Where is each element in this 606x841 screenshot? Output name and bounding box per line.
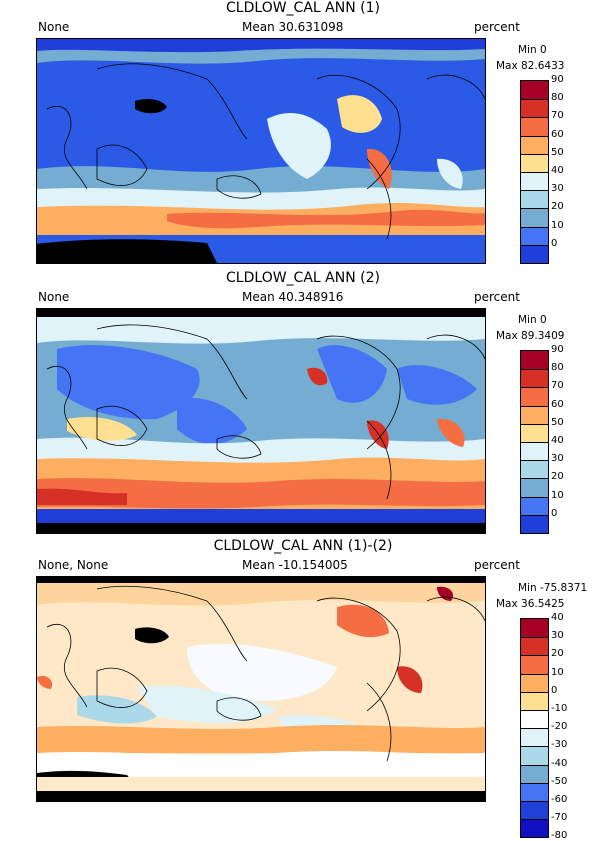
colorbar-segment (521, 369, 548, 388)
panel-units: percent (474, 290, 520, 304)
colorbar-tick-label: 10 (551, 666, 564, 678)
panel-min: Min 0 (518, 44, 547, 56)
colorbar-tick-label: -10 (551, 703, 568, 714)
colorbar-segment (521, 655, 548, 674)
panel-max: Max 89.3409 (496, 330, 565, 342)
colorbar-tick-label: 10 (551, 489, 564, 501)
colorbar-segment (521, 709, 548, 729)
colorbar-tick-label: -50 (551, 775, 568, 787)
colorbar-segment (521, 190, 548, 209)
colorbar-segment (521, 171, 548, 191)
panel-title: CLDLOW_CAL ANN (2) (226, 270, 380, 286)
panel-mean: Mean 30.631098 (242, 20, 344, 34)
panel-mean: Mean 40.348916 (242, 290, 344, 304)
panel-min: Min -75.8371 (518, 582, 588, 594)
colorbar-tick-label: 20 (551, 648, 564, 660)
colorbar-tick-label: -20 (551, 721, 568, 733)
colorbar-tick-label: -80 (551, 830, 568, 841)
map-canvas (37, 309, 485, 533)
colorbar-segment (521, 226, 548, 245)
colorbar-tick-label: 30 (551, 453, 564, 465)
colorbar-tick-label: 30 (551, 183, 564, 195)
colorbar-segment (521, 782, 548, 801)
colorbar-segment (521, 208, 548, 227)
colorbar-segment (521, 387, 548, 406)
colorbar-segment (521, 153, 548, 172)
colorbar-tick-label: 10 (551, 219, 564, 231)
colorbar-segment (521, 673, 548, 692)
map-plot (36, 308, 486, 534)
panel-stats: Min 0 Max 89.3409 (496, 312, 564, 344)
panel-2: CLDLOW_CAL ANN (2) None Mean 40.348916 p… (0, 270, 606, 540)
colorbar-tick-label: 0 (551, 507, 558, 519)
panel-max: Max 36.5425 (496, 598, 565, 610)
colorbar-tick-label: 80 (551, 92, 564, 104)
colorbar-segment (521, 351, 548, 370)
colorbar-segment (521, 81, 548, 100)
colorbar-tick-label: 50 (551, 146, 564, 158)
colorbar-segment (521, 405, 548, 424)
panel-3: CLDLOW_CAL ANN (1)-(2) None, None Mean -… (0, 538, 606, 841)
colorbar-segment (521, 764, 548, 783)
panel-min: Min 0 (518, 314, 547, 326)
colorbar-segment (521, 441, 548, 461)
colorbar (520, 618, 549, 839)
colorbar-tick-label: 90 (551, 74, 564, 85)
panel-left-label: None (38, 290, 70, 304)
colorbar-tick-label: 0 (551, 684, 558, 696)
colorbar-tick-label: 70 (551, 110, 564, 122)
colorbar-segment (521, 728, 548, 747)
panel-title: CLDLOW_CAL ANN (1) (226, 0, 380, 16)
colorbar-segment (521, 619, 548, 638)
panel-title: CLDLOW_CAL ANN (1)-(2) (213, 538, 393, 554)
colorbar-segment (521, 117, 548, 136)
colorbar-tick-label: 40 (551, 165, 564, 176)
colorbar-tick-label: 30 (551, 630, 564, 642)
panel-stats: Min -75.8371 Max 36.5425 (496, 580, 587, 612)
panel-units: percent (474, 558, 520, 572)
colorbar-tick-label: 60 (551, 128, 564, 140)
panel-units: percent (474, 20, 520, 34)
colorbar-segment (521, 800, 548, 820)
colorbar-tick-label: 40 (551, 435, 564, 446)
colorbar (520, 350, 549, 534)
colorbar-segment (521, 637, 548, 656)
colorbar-tick-label: -40 (551, 757, 568, 769)
colorbar-tick-label: 70 (551, 380, 564, 392)
colorbar (520, 80, 549, 264)
colorbar-segment (521, 460, 548, 479)
colorbar-segment (521, 496, 548, 515)
panel-1: CLDLOW_CAL ANN (1) None Mean 30.631098 p… (0, 0, 606, 270)
panel-max: Max 82.6433 (496, 60, 565, 72)
colorbar-segment (521, 746, 548, 765)
map-canvas (37, 39, 485, 263)
panel-left-label: None, None (38, 558, 109, 572)
colorbar-tick-label: -60 (551, 794, 568, 805)
colorbar-segment (521, 423, 548, 442)
colorbar-segment (521, 691, 548, 710)
colorbar-segment (521, 819, 548, 838)
panel-stats: Min 0 Max 82.6433 (496, 42, 564, 74)
colorbar-tick-label: 90 (551, 344, 564, 355)
colorbar-segment (521, 135, 548, 154)
colorbar-segment (521, 99, 548, 118)
colorbar-tick-label: 50 (551, 416, 564, 428)
colorbar-segment (521, 244, 548, 263)
colorbar-segment (521, 478, 548, 497)
colorbar-tick-label: 20 (551, 201, 564, 213)
map-canvas (37, 577, 485, 801)
colorbar-tick-label: -30 (551, 739, 568, 751)
map-plot (36, 576, 486, 802)
colorbar-tick-label: 80 (551, 362, 564, 374)
colorbar-tick-label: 0 (551, 237, 558, 249)
colorbar-tick-label: 60 (551, 398, 564, 410)
colorbar-tick-label: 40 (551, 612, 564, 623)
colorbar-tick-label: 20 (551, 471, 564, 483)
panel-left-label: None (38, 20, 70, 34)
map-plot (36, 38, 486, 264)
panel-mean: Mean -10.154005 (242, 558, 348, 572)
colorbar-segment (521, 514, 548, 533)
